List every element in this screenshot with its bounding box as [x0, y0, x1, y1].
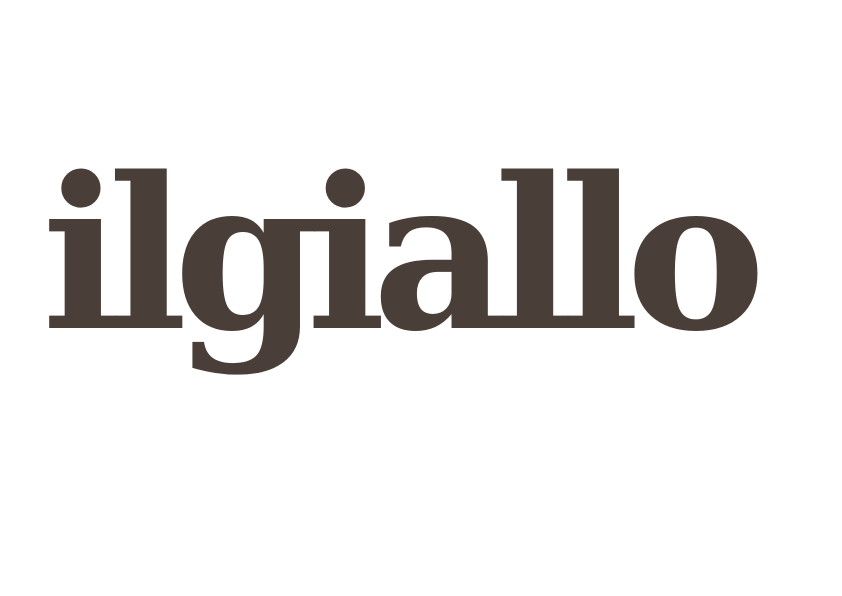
brand-wordmark: ilgiallo — [42, 131, 766, 378]
